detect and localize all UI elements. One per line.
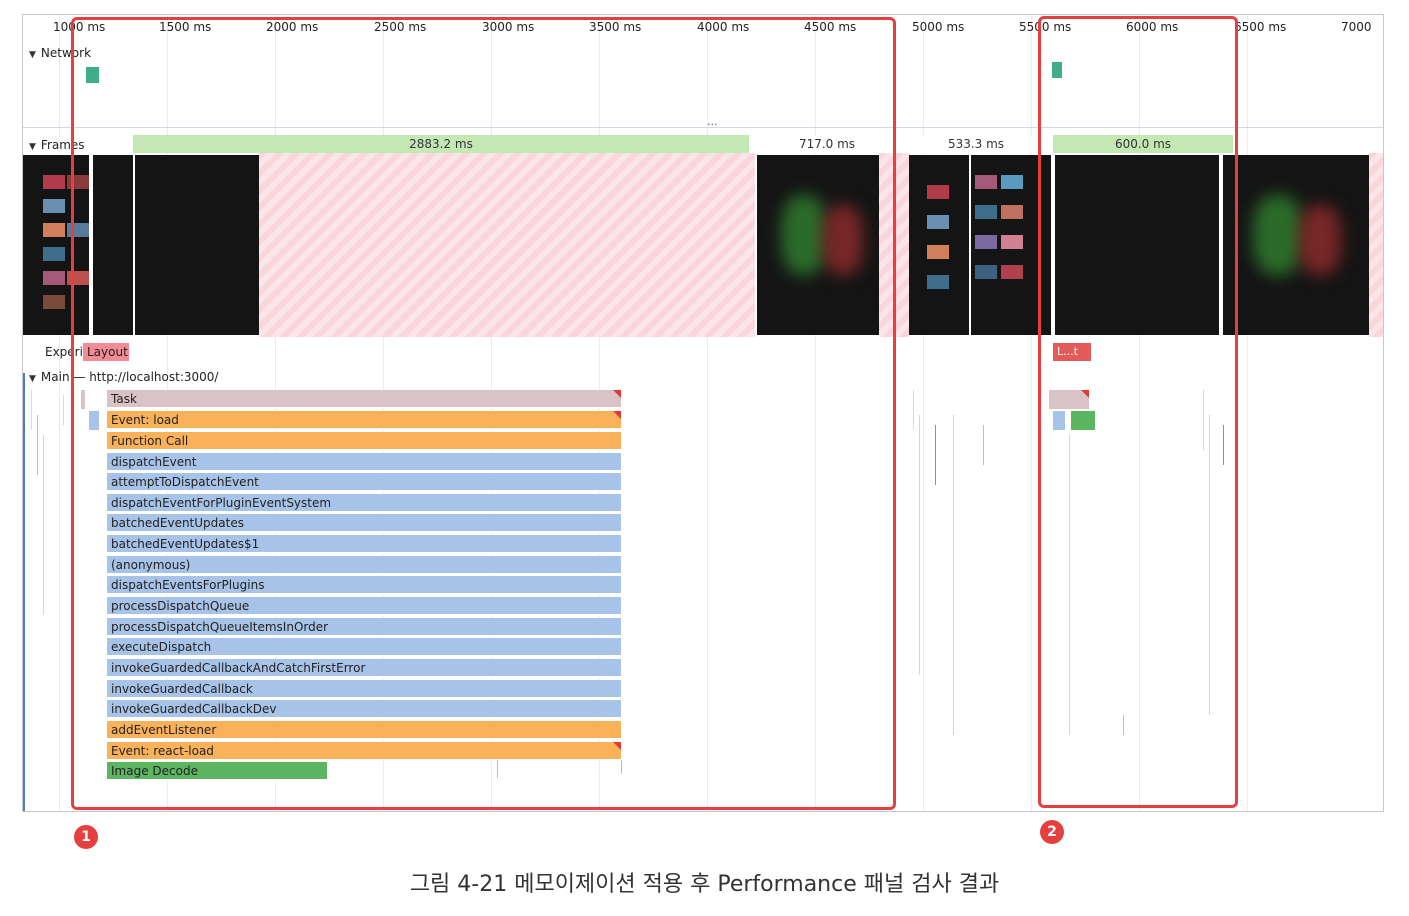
tick-label: 1000 ms — [53, 20, 106, 34]
layout-shift-label: Layout Shift — [87, 345, 128, 359]
dropped-frames-region — [259, 153, 755, 337]
flame-entry[interactable]: dispatchEvent — [107, 453, 621, 472]
performance-panel: 1000 ms 1500 ms 2000 ms 2500 ms 3000 ms … — [22, 14, 1384, 812]
flame-entry[interactable]: addEventListener — [107, 721, 621, 740]
frame-screenshot[interactable] — [1223, 155, 1369, 335]
frame-screenshot[interactable] — [757, 155, 879, 335]
tick-label: 2500 ms — [374, 20, 427, 34]
tick-label: 4500 ms — [804, 20, 857, 34]
frame-duration-bar[interactable]: 2883.2 ms — [133, 135, 749, 153]
network-request-bar[interactable] — [1052, 62, 1062, 78]
frame-duration-bar[interactable]: 533.3 ms — [911, 135, 1041, 153]
collapse-triangle-icon: ▼ — [29, 142, 36, 152]
track-divider — [23, 127, 1383, 128]
flame-entry[interactable]: dispatchEventsForPlugins — [107, 576, 621, 595]
network-request-bar[interactable] — [86, 67, 99, 83]
more-handle-icon[interactable]: ... — [707, 115, 718, 128]
tick-label: 7000 — [1341, 20, 1372, 34]
flame-entry[interactable] — [1071, 411, 1095, 430]
dropped-frames-region — [1369, 153, 1383, 337]
flame-entry[interactable]: processDispatchQueue — [107, 597, 621, 616]
flame-entry[interactable]: Event: react-load — [107, 742, 621, 761]
tick-label: 6000 ms — [1126, 20, 1179, 34]
layout-shift-chip[interactable]: Layout Shift — [83, 343, 129, 361]
main-track-label: Main — http://localhost:3000/ — [40, 370, 219, 384]
annotation-badge-2: 2 — [1040, 820, 1064, 844]
frame-screenshot[interactable] — [1055, 155, 1219, 335]
tick-label: 3000 ms — [482, 20, 535, 34]
tick-label: 3500 ms — [589, 20, 642, 34]
frame-screenshot[interactable] — [909, 155, 969, 335]
flame-entry[interactable]: invokeGuardedCallbackDev — [107, 700, 621, 719]
layout-shift-chip[interactable]: L...t — [1053, 343, 1091, 361]
flame-entry-label: Task — [111, 392, 137, 406]
frame-screenshot[interactable] — [93, 155, 133, 335]
frame-duration-bar[interactable]: 717.0 ms — [759, 135, 895, 153]
flame-entry[interactable]: attemptToDispatchEvent — [107, 473, 621, 492]
collapse-triangle-icon: ▼ — [29, 374, 36, 384]
network-track-toggle[interactable]: ▼ Network — [29, 46, 91, 60]
flame-entry[interactable] — [1053, 411, 1065, 430]
flame-entry[interactable]: (anonymous) — [107, 556, 621, 575]
collapse-triangle-icon: ▼ — [29, 50, 36, 60]
flame-entry[interactable] — [1049, 390, 1089, 409]
flame-entry[interactable]: processDispatchQueueItemsInOrder — [107, 618, 621, 637]
figure-caption: 그림 4-21 메모이제이션 적용 후 Performance 패널 검사 결과 — [409, 872, 1000, 897]
network-track-label: Network — [40, 46, 92, 60]
main-track-toggle[interactable]: ▼ Main — http://localhost:3000/ — [29, 370, 218, 384]
tick-label: 5000 ms — [912, 20, 965, 34]
flame-entry[interactable]: Function Call — [107, 432, 621, 451]
tick-label: 4000 ms — [697, 20, 750, 34]
frame-screenshot[interactable] — [971, 155, 1051, 335]
highlight-box-1 — [71, 17, 896, 810]
flame-entry-label: Event: load — [111, 413, 179, 427]
flame-entry[interactable]: dispatchEventForPluginEventSystem — [107, 494, 621, 513]
flame-entry[interactable]: Task — [107, 390, 621, 409]
frame-screenshot[interactable] — [135, 155, 259, 335]
flame-entry[interactable]: executeDispatch — [107, 638, 621, 657]
tick-label: 2000 ms — [266, 20, 319, 34]
flame-entry[interactable]: batchedEventUpdates — [107, 514, 621, 533]
highlight-box-2 — [1038, 16, 1238, 808]
frame-duration-bar[interactable]: 600.0 ms — [1053, 135, 1233, 153]
annotation-badge-1: 1 — [74, 825, 98, 849]
flame-entry[interactable]: invokeGuardedCallback — [107, 680, 621, 699]
flame-entry-label: Event: react-load — [111, 744, 214, 758]
tick-label: 6500 ms — [1234, 20, 1287, 34]
flame-entry[interactable]: Event: load — [107, 411, 621, 430]
tick-label: 5500 ms — [1019, 20, 1072, 34]
flame-entry[interactable]: batchedEventUpdates$1 — [107, 535, 621, 554]
flame-entry[interactable]: invokeGuardedCallbackAndCatchFirstError — [107, 659, 621, 678]
main-track-indicator — [23, 373, 25, 811]
tick-label: 1500 ms — [159, 20, 212, 34]
flame-entry[interactable]: Image Decode — [107, 762, 327, 781]
